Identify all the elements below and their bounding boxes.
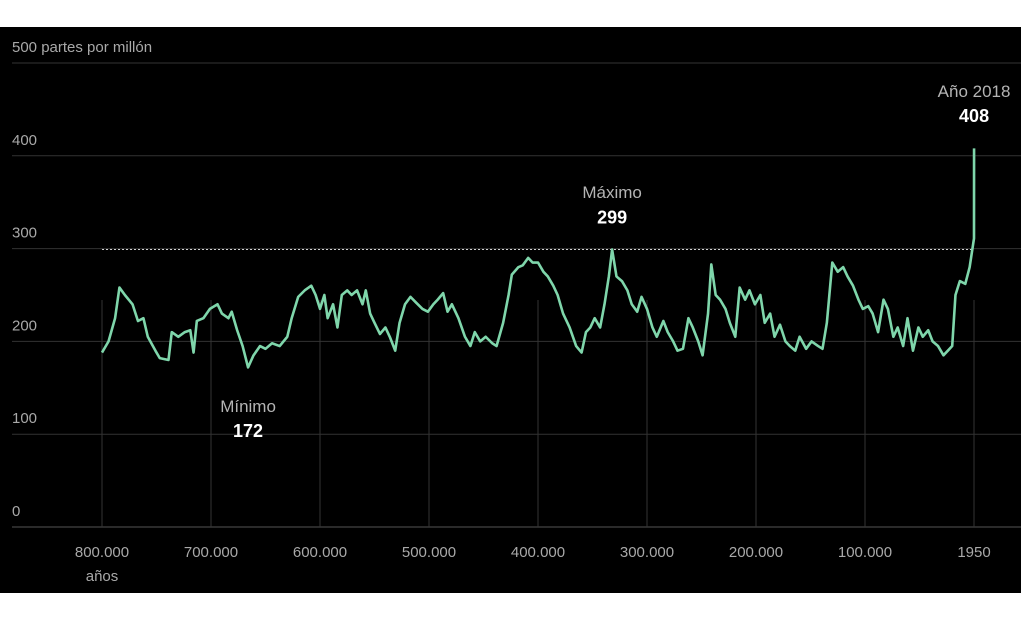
x-tick-label: 100.000 xyxy=(838,544,892,561)
y-tick-label: 0 xyxy=(12,503,20,520)
y-tick-label: 100 xyxy=(12,410,37,427)
annotation-value: 408 xyxy=(959,106,989,126)
x-tick-label: 500.000 xyxy=(402,544,456,561)
annotation-label: Mínimo xyxy=(220,397,276,416)
x-axis-label: años xyxy=(86,568,119,585)
chart-background xyxy=(0,27,1021,593)
annotation-value: 172 xyxy=(233,421,263,441)
y-tick-label: 300 xyxy=(12,225,37,242)
x-tick-label: 800.000 xyxy=(75,544,129,561)
x-tick-label: 700.000 xyxy=(184,544,238,561)
labels: 0 100 200 300 400 500 partes por millón 800.00… xyxy=(12,39,1010,585)
annotation-value: 299 xyxy=(597,207,627,227)
grid xyxy=(12,62,1021,528)
y-tick-label: 400 xyxy=(12,132,37,149)
x-tick-label: 1950 xyxy=(957,544,990,561)
x-tick-label: 200.000 xyxy=(729,544,783,561)
y-tick-label: 200 xyxy=(12,317,37,334)
data-line xyxy=(100,148,976,369)
annotation-label: Máximo xyxy=(582,183,642,202)
y-tick-label: 500 partes por millón xyxy=(12,39,152,56)
plot xyxy=(100,148,976,369)
annotation-label: Año 2018 xyxy=(938,82,1011,101)
x-tick-label: 600.000 xyxy=(293,544,347,561)
x-tick-label: 400.000 xyxy=(511,544,565,561)
x-tick-label: 300.000 xyxy=(620,544,674,561)
